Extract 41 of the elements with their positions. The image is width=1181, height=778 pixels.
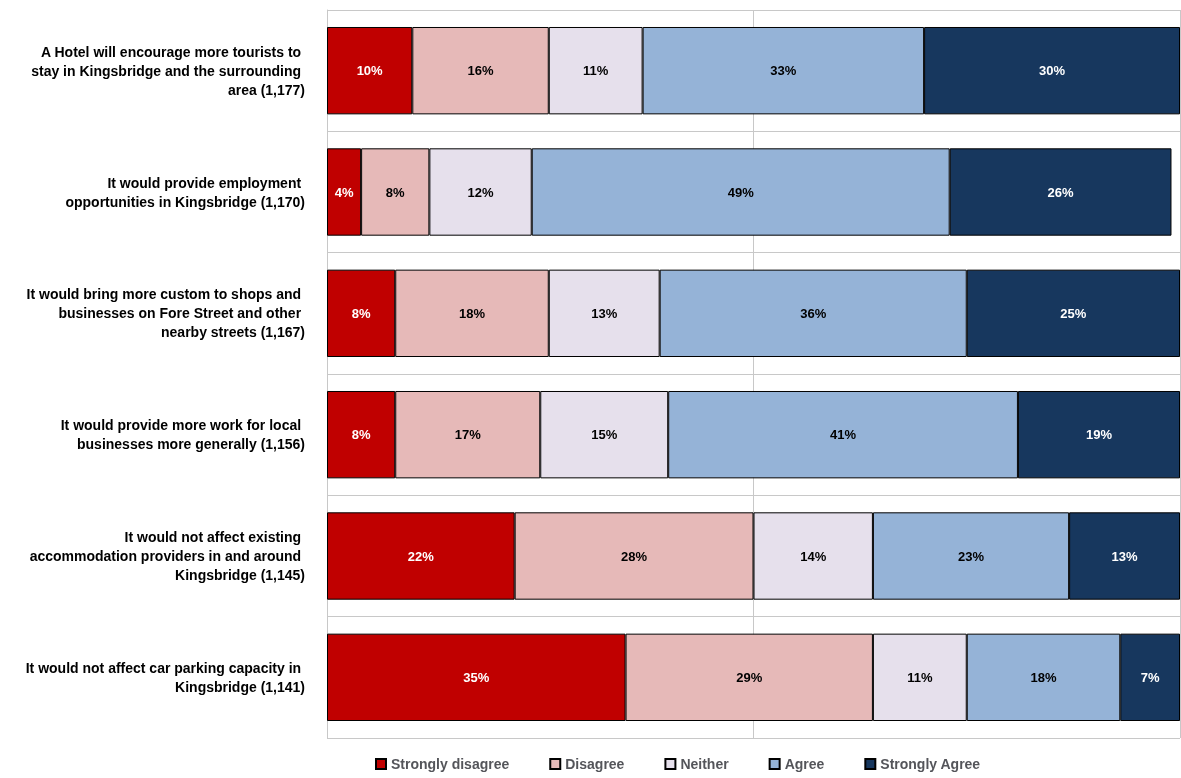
legend-label: Disagree [565,756,625,772]
data-label: 25% [1060,305,1087,321]
data-label: 33% [770,63,797,79]
data-label: 18% [458,305,486,321]
data-label: 13% [591,305,618,321]
data-label: 29% [736,669,763,685]
data-label: 28% [621,548,648,564]
y-tick-label: It would not affect existing accommodation providers in and around Kingsbridge (1,145) [29,529,305,583]
y-tick-label: It would provide employment opportunities in Kingsbridge (1,170) [65,174,305,210]
legend-label: Agree [784,756,825,772]
data-label: 30% [1039,63,1066,79]
data-label: 7% [1140,669,1160,685]
legend-label: Neither [680,756,730,772]
data-label: 8% [351,305,371,321]
data-label: 10% [356,63,384,79]
data-label: 8% [351,427,371,443]
data-label: 18% [1030,669,1057,685]
legend-label: Strongly disagree [391,756,510,772]
y-tick-label: It would bring more custom to shops and businesses on Fore Street and other nearby streets (1,167) [26,286,305,341]
y-tick-label: A Hotel will encourage more tourists to stay in Kingsbridge and the surrounding area (1,177) [31,43,305,98]
y-tick-label: It would provide more work for local businesses more generally (1,156) [60,417,305,453]
data-label: 19% [1085,427,1113,443]
data-label: 22% [407,548,435,564]
data-label: 11% [583,63,609,79]
data-label: 11% [907,669,933,685]
data-label: 8% [385,184,406,200]
data-label: 17% [454,427,482,443]
data-label: 13% [1111,548,1138,564]
data-label: 41% [830,427,857,443]
data-label: 36% [800,305,827,321]
data-label: 12% [467,184,494,200]
data-label: 49% [727,184,755,200]
legend-label: Strongly Agree [880,756,981,772]
data-label: 14% [800,548,827,564]
y-tick-label: It would not affect car parking capacity in Kingsbridge (1,141) [25,659,305,695]
data-label: 15% [591,427,618,443]
data-label: 23% [958,548,985,564]
data-label: 4% [334,184,354,200]
data-label: 26% [1047,184,1075,200]
data-label: 16% [467,63,494,79]
data-label: 35% [463,669,490,685]
